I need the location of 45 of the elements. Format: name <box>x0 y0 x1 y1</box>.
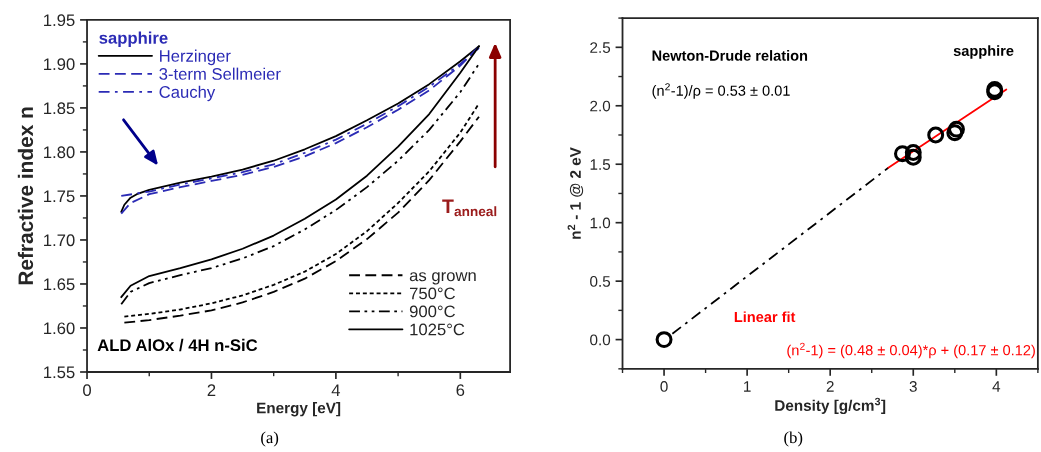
legend-label: 750°C <box>409 287 456 300</box>
legend-label: Herzinger <box>160 49 231 66</box>
y-tick-label: 2.0 <box>590 100 611 112</box>
legend-label: as grown <box>409 272 476 285</box>
annotation: Linear fit <box>734 311 796 323</box>
annotation: (n$^{2}$-1)/ρ = 0.53 ± 0.01 <box>652 83 790 99</box>
y-tick-label: 1.85 <box>44 102 75 115</box>
y-tick-label: 2.5 <box>590 42 611 53</box>
x-tick-label: 2 <box>207 384 216 396</box>
x-tick-label: 4 <box>331 384 341 396</box>
y-tick-label: 1.60 <box>44 322 75 335</box>
legend-label: Cauchy <box>159 85 216 102</box>
y-tick-label: 0.5 <box>590 276 611 287</box>
y-tick-label: 1.95 <box>44 14 75 27</box>
x-axis-title: Density [g/cm$^{3}$] <box>775 397 886 415</box>
annotation: T$_{anneal}$ <box>442 199 497 217</box>
annotation: ALD AlOx / 4H n-SiC <box>97 338 258 352</box>
y-tick-label: 1.5 <box>590 159 611 170</box>
x-tick-label: 6 <box>456 384 465 397</box>
x-tick-label: 2 <box>826 381 834 392</box>
legend-title: sapphire <box>99 31 168 48</box>
legend-label: 1025°C <box>410 323 465 336</box>
x-tick-label: 1 <box>744 381 751 392</box>
legend-label: 900°C <box>409 305 456 318</box>
y-axis-title: n$^{2}$ - 1 @ 2 eV <box>567 147 584 239</box>
annotation: Newton-Drude relation <box>652 50 808 61</box>
y-tick-label: 0.0 <box>590 334 611 346</box>
x-tick-label: 0 <box>660 381 668 392</box>
y-tick-label: 1.65 <box>44 278 75 291</box>
y-tick-label: 1.0 <box>590 217 611 229</box>
x-tick-label: 0 <box>83 384 92 397</box>
text: (a) <box>261 431 279 447</box>
legend-label: 3-term Sellmeier <box>159 67 281 80</box>
y-tick-label: 1.70 <box>44 234 75 247</box>
annotation: sapphire <box>953 45 1014 59</box>
x-tick-label: 4 <box>992 381 1001 392</box>
y-axis-title: Refractive index n <box>17 107 34 285</box>
annotation: (n$^{2}$-1) = (0.48 ± 0.04)*ρ + (0.17 ± 0.12) <box>787 342 1035 359</box>
y-tick-label: 1.55 <box>44 366 75 379</box>
text: (b) <box>784 431 803 447</box>
x-tick-label: 3 <box>909 381 917 392</box>
y-tick-label: 1.80 <box>44 146 75 159</box>
y-tick-label: 1.90 <box>44 58 75 71</box>
y-tick-label: 1.75 <box>44 190 75 203</box>
x-axis-title: Energy [eV] <box>257 402 341 417</box>
